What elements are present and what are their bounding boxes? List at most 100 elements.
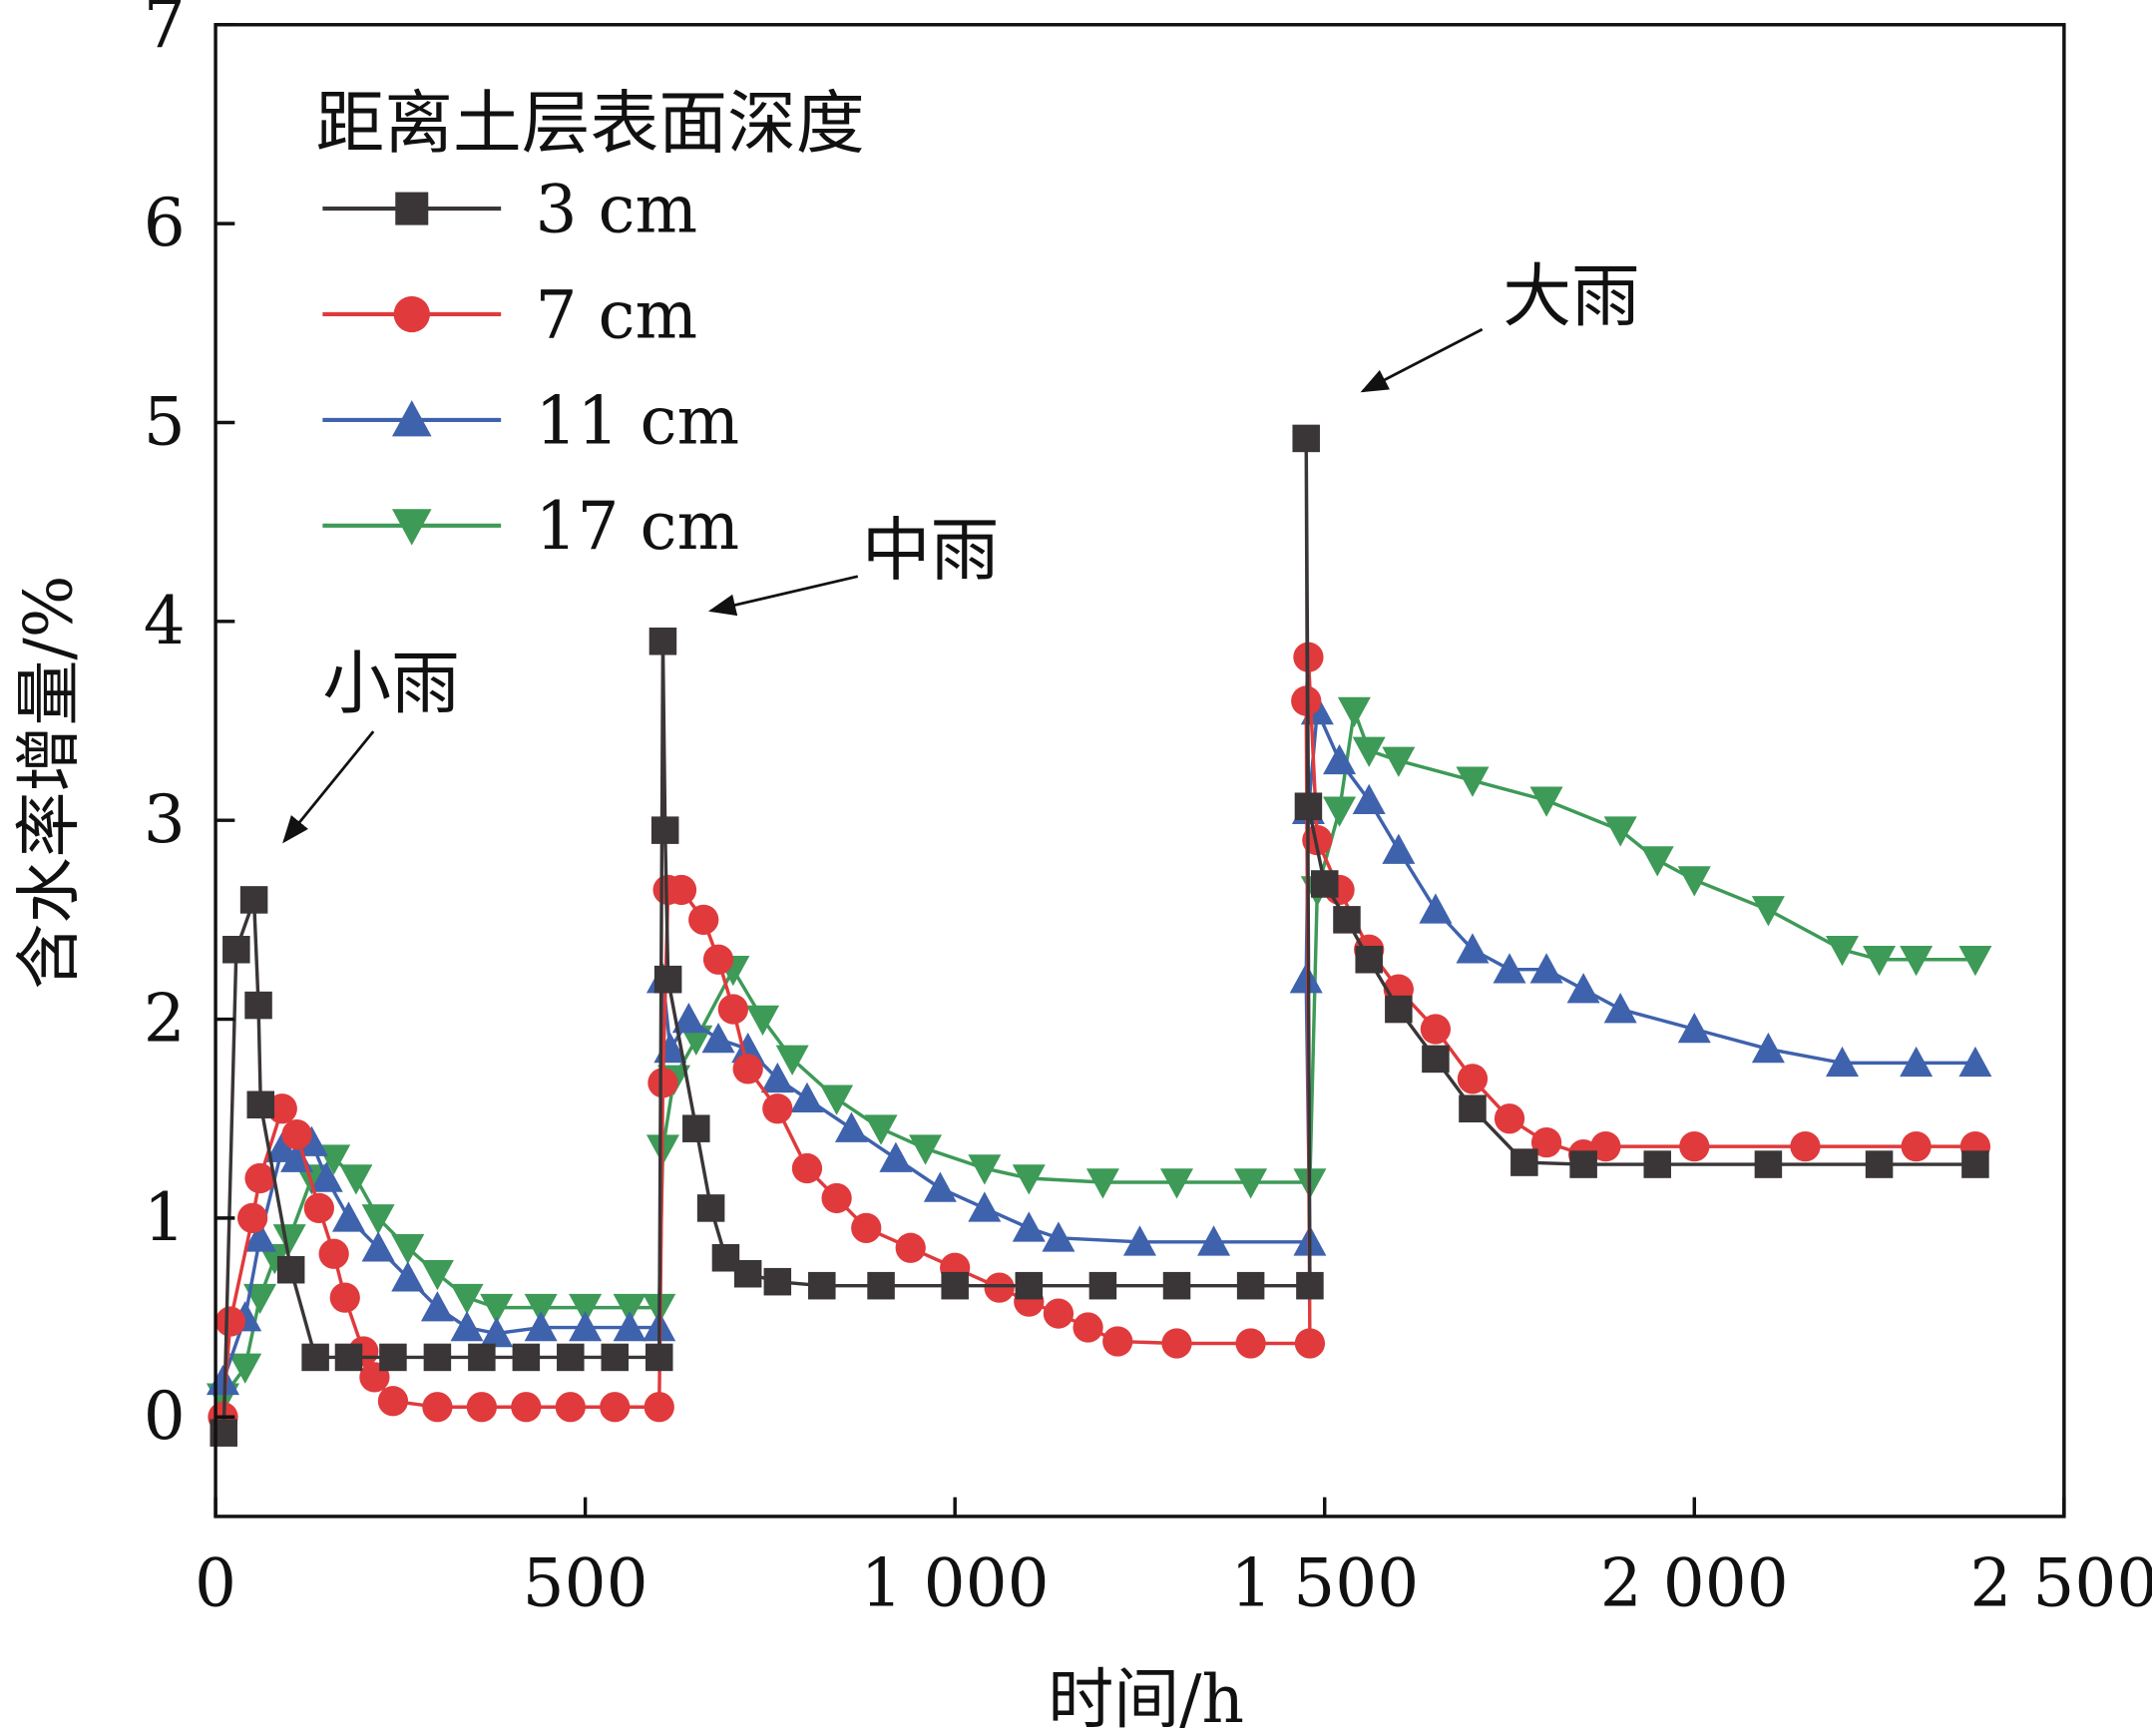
data-point-circle — [1235, 1328, 1266, 1359]
data-point-circle — [1073, 1312, 1103, 1343]
data-point-triangle-down — [1234, 1168, 1268, 1199]
data-point-triangle-down — [1012, 1164, 1046, 1195]
data-point-square — [395, 192, 429, 225]
data-point-triangle-up — [968, 1191, 1002, 1222]
data-point-square — [763, 1267, 792, 1296]
data-point-triangle-up — [1958, 1046, 1992, 1078]
y-tick-label: 1 — [144, 1179, 186, 1256]
data-point-triangle-up — [391, 400, 432, 437]
data-point-square — [1385, 995, 1413, 1024]
data-point-circle — [732, 1054, 763, 1085]
legend-label: 3 cm — [536, 171, 698, 247]
data-point-circle — [236, 1202, 268, 1234]
data-point-triangle-up — [331, 1201, 365, 1232]
annotation-arrow — [707, 575, 859, 617]
data-point-square — [1569, 1150, 1597, 1178]
data-point-square — [1355, 945, 1383, 974]
data-point-square — [1310, 870, 1339, 898]
data-point-triangle-down — [909, 1134, 943, 1165]
data-point-triangle-up — [1493, 953, 1526, 984]
data-point-square — [379, 1343, 407, 1372]
data-point-triangle-down — [1640, 846, 1674, 877]
data-point-circle — [1420, 1014, 1452, 1045]
data-point-circle — [821, 1182, 852, 1214]
data-point-square — [244, 991, 272, 1020]
data-point-triangle-down — [1751, 896, 1785, 927]
data-point-triangle-down — [745, 1005, 779, 1037]
data-point-circle — [1102, 1326, 1133, 1357]
data-point-circle — [266, 1093, 297, 1124]
x-tick-label: 1 500 — [1230, 1544, 1419, 1621]
data-point-triangle-down — [1603, 816, 1637, 847]
data-point-square — [1510, 1148, 1538, 1176]
data-point-triangle-down — [1456, 766, 1490, 797]
data-point-triangle-up — [923, 1171, 957, 1202]
x-tick-label: 500 — [523, 1544, 648, 1621]
data-point-triangle-down — [272, 1224, 306, 1255]
data-point-square — [239, 886, 268, 914]
annotation-arrow — [282, 730, 375, 844]
data-point-circle — [647, 1068, 678, 1098]
data-point-triangle-down — [1863, 945, 1897, 977]
data-point-square — [468, 1343, 496, 1372]
series-17cm — [206, 696, 1992, 1414]
data-point-triangle-down — [420, 1259, 454, 1291]
data-point-triangle-up — [1603, 993, 1637, 1024]
data-point-square — [1015, 1271, 1044, 1300]
data-point-triangle-up — [480, 1317, 514, 1348]
data-point-square — [1865, 1150, 1894, 1178]
data-point-triangle-down — [1677, 866, 1711, 897]
data-point-circle — [303, 1192, 334, 1224]
data-point-circle — [762, 1093, 793, 1124]
data-point-square — [682, 1114, 710, 1142]
series-3cm — [210, 424, 1989, 1447]
data-point-triangle-up — [671, 1003, 705, 1034]
annotation-label: 小雨 — [322, 644, 460, 723]
y-tick-label: 5 — [144, 383, 186, 460]
data-point-triangle-down — [569, 1293, 603, 1325]
data-point-triangle-down — [480, 1293, 514, 1325]
legend-label: 17 cm — [536, 488, 740, 565]
data-point-triangle-down — [1323, 796, 1357, 827]
data-point-square — [423, 1343, 452, 1372]
data-point-circle — [1043, 1298, 1075, 1329]
data-point-triangle-down — [1900, 945, 1934, 977]
data-point-square — [1294, 792, 1323, 820]
data-point-square — [1459, 1094, 1487, 1122]
data-point-circle — [600, 1392, 631, 1423]
data-point-circle — [688, 904, 719, 935]
legend-entry: 11 cm — [322, 382, 739, 459]
data-point-triangle-up — [1122, 1225, 1156, 1256]
data-point-circle — [851, 1212, 882, 1243]
data-point-circle — [377, 1386, 409, 1417]
data-point-circle — [895, 1232, 926, 1263]
data-point-triangle-down — [1826, 936, 1860, 967]
data-point-square — [222, 936, 250, 964]
data-point-square — [867, 1271, 895, 1300]
data-point-circle — [665, 874, 697, 906]
data-point-circle — [511, 1392, 542, 1423]
x-axis-label: 时间/h — [1048, 1661, 1244, 1736]
data-point-triangle-up — [1419, 893, 1453, 924]
data-point-triangle-down — [1529, 786, 1563, 817]
y-tick-label: 3 — [144, 781, 186, 858]
data-point-triangle-up — [834, 1111, 868, 1142]
data-point-triangle-up — [361, 1231, 395, 1262]
data-point-square — [1754, 1150, 1783, 1178]
data-point-triangle-up — [1456, 933, 1490, 964]
x-tick-label: 1 000 — [861, 1544, 1050, 1621]
data-point-triangle-up — [1529, 953, 1563, 984]
data-point-triangle-up — [309, 1161, 343, 1192]
data-point-circle — [644, 1392, 674, 1423]
data-point-triangle-up — [391, 1261, 425, 1292]
data-point-circle — [1590, 1130, 1621, 1162]
data-point-circle — [1530, 1127, 1562, 1158]
data-point-circle — [1294, 1328, 1326, 1359]
data-point-square — [733, 1259, 762, 1288]
data-point-triangle-up — [450, 1311, 484, 1342]
data-point-circle — [1161, 1328, 1192, 1359]
data-point-square — [1333, 906, 1361, 934]
y-tick-label: 6 — [144, 185, 186, 261]
data-point-triangle-down — [339, 1164, 373, 1195]
data-point-circle — [244, 1162, 275, 1194]
